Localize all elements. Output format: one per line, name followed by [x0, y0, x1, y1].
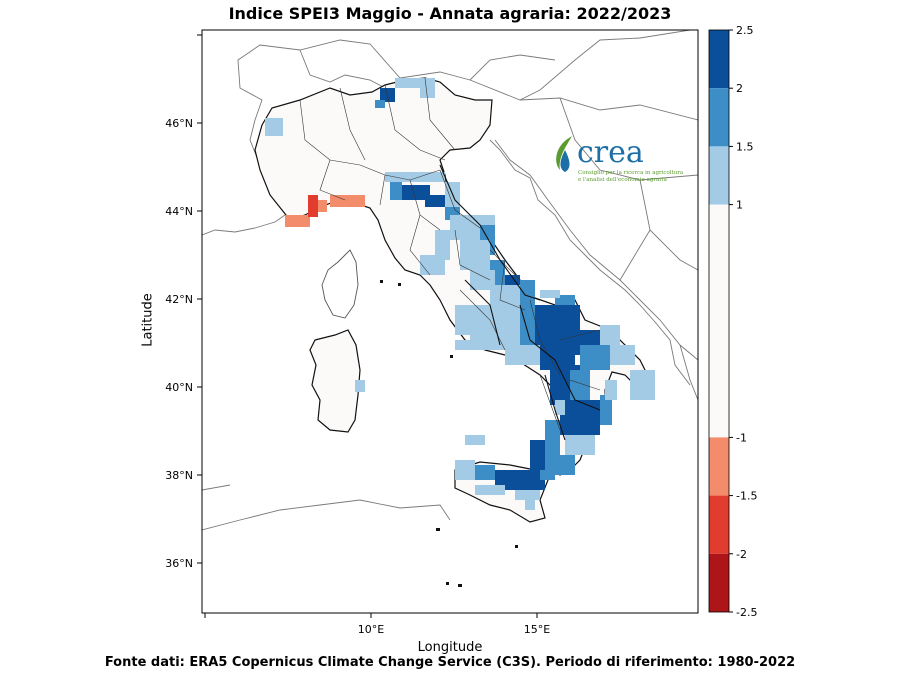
colorbar-bin	[709, 553, 729, 612]
crea-logo-name: crea	[577, 135, 644, 170]
colorbar-bin	[709, 437, 729, 496]
colorbar-label: -1.5	[736, 490, 757, 503]
y-tick-label: 36°N	[165, 557, 193, 570]
y-tick-label: 38°N	[165, 469, 193, 482]
cells-wet-moderate	[265, 78, 655, 510]
colorbar-bin	[709, 204, 729, 438]
x-tick-label: 15°E	[524, 623, 550, 636]
colorbar-bin	[709, 88, 729, 147]
data-source-footer: Fonte dati: ERA5 Copernicus Climate Chan…	[104, 655, 796, 670]
region-boundaries-bold	[439, 164, 601, 441]
colorbar-label: 1.5	[736, 140, 754, 153]
colorbar-label: 2.5	[736, 24, 754, 37]
colorbar-label: -2.5	[736, 606, 757, 619]
axis-ticks: 10°E 15°E 46°N 44°N 42°N 40°N 38°N 36°N	[165, 34, 550, 636]
y-tick-label: 40°N	[165, 381, 193, 394]
x-axis-label: Longitude	[417, 640, 483, 655]
y-tick-label: 46°N	[165, 117, 193, 130]
y-tick-label: 44°N	[165, 205, 193, 218]
colorbar-label: 2	[736, 82, 743, 95]
y-axis-label: Latitude	[140, 293, 156, 347]
crea-leaf-icon	[556, 136, 572, 170]
crea-logo-line2: e l'analisi dell'economia agraria	[578, 177, 668, 183]
cells-dry-moderate	[285, 195, 365, 227]
crea-logo: crea Consiglio per la ricerca in agricol…	[556, 135, 684, 183]
colorbar-label: -1	[736, 431, 747, 444]
map-frame	[201, 29, 699, 614]
small-islands	[380, 280, 518, 587]
cells-wet-extreme	[380, 88, 600, 490]
corsica-outline	[321, 249, 359, 319]
y-tick-label: 42°N	[165, 293, 193, 306]
x-tick-label: 10°E	[358, 623, 384, 636]
spei-grid	[265, 78, 655, 510]
colorbar-label: 1	[736, 199, 743, 212]
cells-wet-severe	[375, 100, 612, 480]
colorbar-bin	[709, 146, 729, 205]
colorbar-label: -2	[736, 548, 747, 561]
region-boundaries	[299, 77, 601, 431]
map-title: Indice SPEI3 Maggio - Annata agraria: 20…	[228, 4, 672, 23]
colorbar: 2.5 2 1.5 1 -1 -1.5 -2 -2.5	[708, 24, 757, 619]
cells-dry-severe	[308, 195, 318, 217]
crea-logo-line1: Consiglio per la ricerca in agricoltura	[578, 170, 684, 176]
colorbar-frame	[708, 29, 730, 613]
colorbar-bin	[709, 30, 729, 89]
colorbar-bin	[709, 495, 729, 554]
balkan-coast	[489, 139, 691, 386]
sardinia-outline	[309, 329, 361, 433]
crea-drop-icon	[560, 150, 570, 172]
